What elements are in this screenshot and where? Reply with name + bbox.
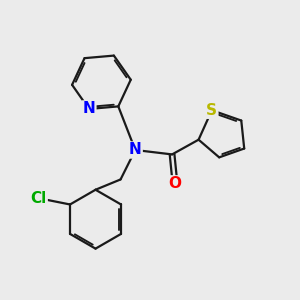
Text: O: O <box>169 176 182 191</box>
Text: Cl: Cl <box>30 191 46 206</box>
Text: N: N <box>82 101 95 116</box>
Text: S: S <box>206 103 217 118</box>
Text: N: N <box>129 142 142 158</box>
